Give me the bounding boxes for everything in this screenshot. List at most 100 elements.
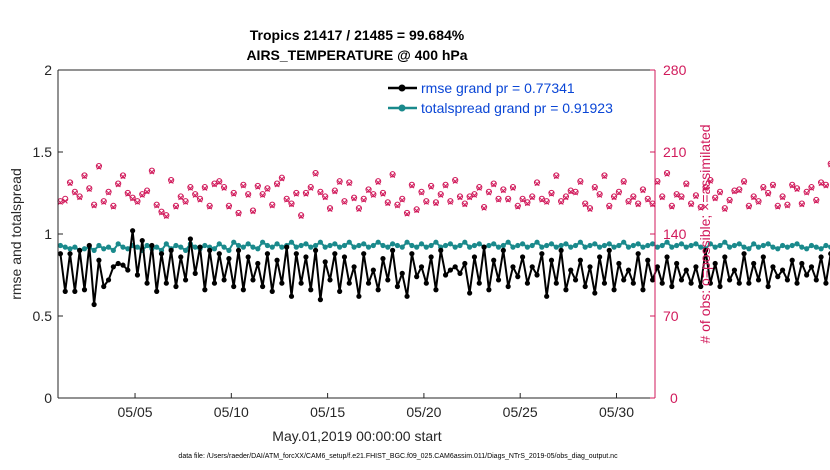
obs-assimilated-marker: [67, 181, 73, 187]
totalspread-point: [182, 247, 189, 253]
obs-possible-marker: [784, 201, 791, 208]
obs-assimilated-marker: [173, 204, 179, 210]
totalspread-point: [563, 241, 569, 247]
obs-assimilated-marker: [332, 189, 338, 195]
obs-assimilated-marker: [298, 213, 304, 219]
rmse-point: [471, 254, 478, 260]
obs-assimilated-marker: [293, 191, 299, 197]
rmse-point: [476, 280, 482, 286]
obs-possible-marker: [413, 206, 420, 213]
totalspread-point: [674, 242, 680, 249]
obs-assimilated-marker: [385, 200, 391, 207]
obs-possible-marker: [317, 188, 324, 195]
rmse-point: [688, 280, 694, 286]
obs-possible-marker: [673, 191, 680, 198]
rmse-point: [327, 277, 333, 283]
obs-assimilated-marker: [361, 197, 367, 203]
totalspread-point: [385, 244, 391, 250]
right-tick-label: 140: [663, 226, 687, 242]
obs-assimilated-marker: [313, 171, 319, 177]
totalspread-point: [611, 244, 617, 250]
obs-possible-marker: [813, 196, 820, 204]
rmse-point: [452, 264, 458, 270]
obs-possible-marker: [76, 193, 83, 200]
rmse-point: [746, 280, 752, 286]
rmse-point: [515, 274, 521, 280]
obs-possible-marker: [529, 193, 536, 200]
rmse-point: [312, 247, 319, 253]
totalspread-point: [592, 241, 598, 247]
obs-possible-marker: [283, 195, 290, 202]
obs-possible-marker: [485, 188, 492, 195]
obs-possible-marker: [466, 193, 473, 200]
obs-possible-marker: [119, 172, 127, 179]
obs-possible-marker: [610, 193, 618, 200]
rmse-point: [654, 264, 661, 270]
rmse-point: [361, 251, 367, 257]
obs-possible-marker: [533, 179, 541, 186]
rmse-point: [110, 264, 116, 270]
obs-assimilated-marker: [784, 203, 790, 209]
rmse-point: [481, 244, 487, 250]
obs-possible-marker: [81, 172, 88, 179]
plot-area: [58, 70, 655, 398]
rmse-point: [365, 280, 372, 286]
obs-possible-marker: [418, 188, 425, 195]
obs-possible-marker: [572, 188, 579, 195]
right-tick-label: 70: [663, 308, 679, 324]
totalspread-point: [370, 242, 376, 249]
obs-assimilated-marker: [568, 189, 574, 195]
rmse-point: [139, 237, 145, 244]
obs-possible-marker: [461, 200, 468, 207]
rmse-series: [57, 228, 830, 308]
totalspread-point: [553, 244, 559, 250]
obs-possible-marker: [562, 193, 570, 200]
right-axis-label: # of obs: o=possible; ×=assimilated: [697, 124, 713, 343]
totalspread-point: [625, 244, 632, 250]
totalspread-point: [529, 242, 535, 249]
obs-possible-marker: [365, 186, 372, 193]
totalspread-point: [346, 239, 352, 245]
obs-assimilated-marker: [597, 192, 603, 198]
rmse-point: [105, 277, 112, 283]
totalspread-point: [235, 242, 242, 249]
totalspread-point: [582, 244, 588, 250]
obs-possible-marker: [187, 184, 194, 191]
obs-possible-marker: [216, 178, 223, 185]
totalspread-point: [154, 244, 160, 250]
rmse-point: [808, 264, 815, 270]
obs-assimilated-marker: [659, 195, 665, 201]
obs-possible-marker: [505, 195, 512, 202]
totalspread-point: [322, 244, 328, 250]
totalspread-point: [505, 239, 511, 245]
totalspread-point: [216, 241, 222, 247]
obs-assimilated-marker: [510, 185, 516, 191]
obs-assimilated-marker: [712, 196, 718, 202]
totalspread-point: [495, 244, 502, 250]
obs-assimilated-marker: [611, 195, 617, 201]
obs-assimilated-marker: [139, 192, 145, 198]
obs-assimilated-marker: [486, 190, 492, 196]
rmse-point: [288, 293, 295, 299]
rmse-point: [553, 280, 559, 286]
rmse-point: [467, 290, 473, 296]
totalspread-point: [317, 239, 323, 245]
obs-assimilated-marker: [780, 195, 786, 201]
rmse-point: [202, 287, 208, 293]
rmse-point: [500, 247, 506, 253]
obs-possible-marker: [350, 194, 358, 201]
rmse-point: [211, 280, 218, 286]
rmse-point: [659, 280, 665, 286]
obs-possible-marker: [663, 169, 671, 177]
obs-assimilated-marker: [197, 197, 203, 203]
obs-possible-marker: [601, 172, 608, 179]
rmse-point: [539, 251, 545, 257]
obs-possible-marker: [630, 193, 637, 200]
rmse-point: [337, 288, 343, 294]
obs-possible-marker: [346, 179, 353, 186]
obs-possible-marker: [543, 198, 550, 205]
obs-possible-marker: [490, 180, 497, 187]
rmse-point: [491, 257, 497, 263]
totalspread-point: [722, 239, 728, 245]
obs-assimilated-marker: [775, 204, 781, 210]
